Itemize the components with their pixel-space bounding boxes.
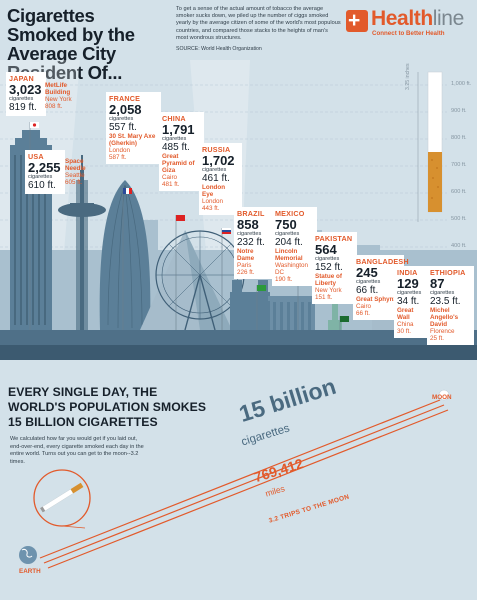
country-card-mexico: MEXICO 750 cigarettes 204 ft. Lincoln Me… [272,207,317,286]
moon-label: MOON [432,394,452,401]
stack-height: 819 ft. [9,102,37,113]
cigarette-count: 2,255 [28,160,61,175]
country-card-ethiopia: ETHIOPIA 87 cigarettes 23.5 ft. Michel A… [427,266,474,345]
country-card-india: INDIA 129 cigarettes 34 ft. Great Wall Ch… [394,266,431,338]
landmark-metlife: MetLife Building New York 808 ft. [45,82,72,110]
cigarette-count: 129 [397,276,419,291]
landmark-notre-dame: Notre Dame Paris 226 ft. [237,248,255,276]
landmark-sphynx: Great Sphynx Cairo 66 ft. [356,296,397,317]
landmark-statue-of-liberty: Statue of Liberty New York 151 ft. [315,273,342,301]
scale-tick: 700 ft. [451,162,467,168]
cigarette-count: 1,702 [202,153,235,168]
cigarette-count: 564 [315,242,337,257]
country-name: RUSSIA [202,145,231,154]
count-unit: cigarettes [430,290,455,296]
country-name: PAKISTAN [315,234,353,243]
country-name: CHINA [162,114,186,123]
country-card-usa: USA 2,255 cigarettes 610 ft. [25,150,65,194]
cigarette-count: 245 [356,265,378,280]
country-name: INDIA [397,268,418,277]
count-unit: cigarettes [109,116,134,122]
logo-tagline: Connect to Better Health [372,30,445,37]
country-name: MEXICO [275,209,305,218]
logo-wordmark: Healthline [371,7,464,30]
country-name: ETHIOPIA [430,268,466,277]
count-unit: cigarettes [397,290,422,296]
count-unit: cigarettes [9,96,34,102]
landmark-david: Michel Angello's David Florence 25 ft. [430,307,459,342]
count-unit: cigarettes [315,256,340,262]
cigarette-count: 858 [237,217,259,232]
stack-height: 610 ft. [28,180,56,191]
source-text: SOURCE: World Health Organization [176,46,262,52]
country-name: USA [28,152,44,161]
stack-height: 204 ft. [275,237,303,248]
scale-tick: 400 ft. [451,243,467,249]
count-unit: cigarettes [237,231,262,237]
landmark-great-wall: Great Wall China 30 ft. [397,307,414,335]
count-unit: cigarettes [202,167,227,173]
scale-tick: 500 ft. [451,216,467,222]
cigarette-count: 750 [275,217,297,232]
landmark-pyramid: Great Pyramid of Giza Cairo 481 ft. [162,153,195,188]
stack-height: 152 ft. [315,262,343,273]
moon-trip-illustration [0,360,477,600]
count-unit: cigarettes [275,231,300,237]
country-card-russia: RUSSIA 1,702 cigarettes 461 ft. London E… [199,143,242,215]
stack-height: 232 ft. [237,237,265,248]
country-name: BRAZIL [237,209,265,218]
country-card-france: FRANCE 2,058 cigarettes 557 ft. 30 St. M… [106,92,161,164]
country-card-brazil: BRAZIL 858 cigarettes 232 ft. Notre Dame… [234,207,275,279]
country-name: FRANCE [109,94,141,103]
country-card-japan: JAPAN 3,023 cigarettes 819 ft. [6,72,46,116]
stack-height: 66 ft. [356,285,379,296]
count-unit: cigarettes [28,174,53,180]
bottom-headline: EVERY SINGLE DAY, THE WORLD'S POPULATION… [8,385,207,429]
count-unit: cigarettes [356,279,381,285]
scale-tick: 600 ft. [451,189,467,195]
stack-height: 23.5 ft. [430,296,461,307]
cigarette-count: 1,791 [162,122,195,137]
stack-height: 557 ft. [109,122,137,133]
country-card-china: CHINA 1,791 cigarettes 485 ft. Great Pyr… [159,112,204,191]
landmark-london-eye: London Eye London 443 ft. [202,184,226,212]
country-name: BANGLADESH [356,257,409,266]
earth-label: EARTH [19,568,41,575]
landmark-lincoln-memorial: Lincoln Memorial Washington DC 190 ft. [275,248,309,283]
cigarette-count: 2,058 [109,102,142,117]
cigarette-length-label: 3.25 inches [405,63,411,90]
scale-tick: 900 ft. [451,108,467,114]
bottom-body-text: We calculated how far you would get if y… [10,436,144,465]
stack-height: 34 ft. [397,296,420,307]
intro-text: To get a sense of the actual amount of t… [176,6,341,41]
country-card-pakistan: PAKISTAN 564 cigarettes 152 ft. Statue o… [312,232,357,304]
count-unit: cigarettes [162,136,187,142]
cross-icon: + [346,9,368,32]
scale-tick: 1,000 ft. [451,81,472,87]
stack-height: 461 ft. [202,173,230,184]
scale-tick: 800 ft. [451,135,467,141]
healthline-logo[interactable]: + Healthline Connect to Better Health [346,7,471,40]
cigarette-count: 3,023 [9,82,42,97]
country-name: JAPAN [9,74,34,83]
landmark-space-needle: Space Needle Seattle 605 ft. [65,158,86,186]
stack-height: 485 ft. [162,142,190,153]
cigarette-count: 87 [430,276,445,291]
landmark-gherkin: 30 St. Mary Axe (Gherkin) London 587 ft. [109,133,156,161]
